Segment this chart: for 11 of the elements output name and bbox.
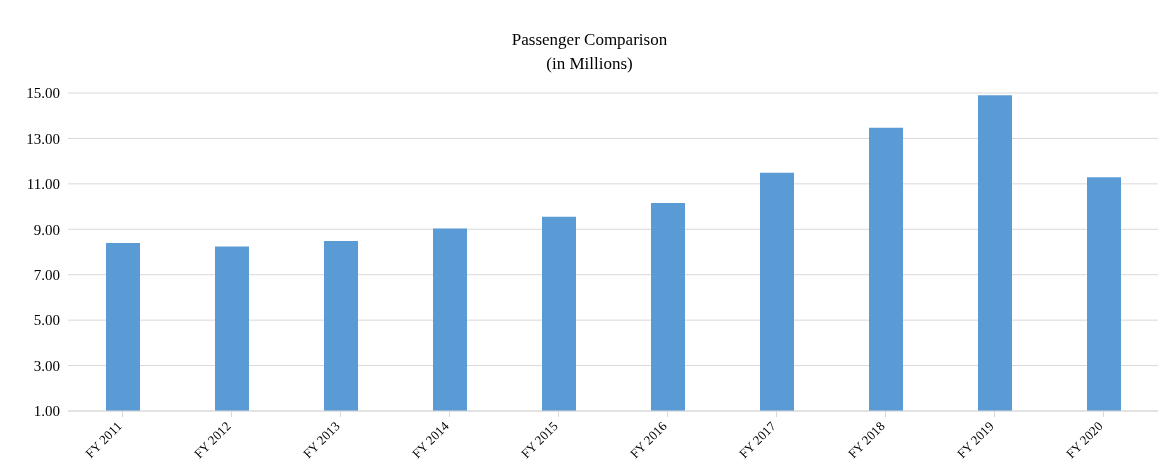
y-tick-label: 7.00 (33, 267, 60, 284)
y-tick-label: 9.00 (33, 221, 60, 238)
y-tick-label: 3.00 (33, 357, 60, 374)
y-tick-label: 5.00 (33, 312, 60, 329)
x-tick-label: FY 2011 (82, 418, 125, 461)
y-tick-label: 15.00 (26, 85, 60, 102)
y-tick-label: 1.00 (33, 403, 60, 420)
chart-subtitle: (in Millions) (545, 53, 634, 75)
y-tick-label: 13.00 (26, 130, 60, 147)
chart-title: Passenger Comparison (510, 29, 669, 51)
y-tick-label: 11.00 (26, 176, 60, 193)
